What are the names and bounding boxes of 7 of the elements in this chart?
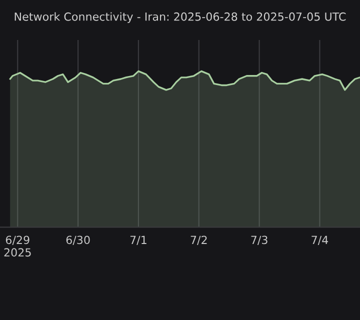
- x-tick-label: 7/4: [312, 236, 328, 246]
- x-tick-label: 6/30: [66, 236, 90, 246]
- x-tick-label: 7/1: [130, 236, 146, 246]
- x-tick-label: 7/3: [251, 236, 268, 246]
- x-tick-label: 7/2: [190, 236, 207, 246]
- chart-title: Network Connectivity - Iran: 2025-06-28 to 2025-07-05 UTC: [14, 12, 346, 23]
- x-tick-label: 6/29 2025: [4, 236, 31, 257]
